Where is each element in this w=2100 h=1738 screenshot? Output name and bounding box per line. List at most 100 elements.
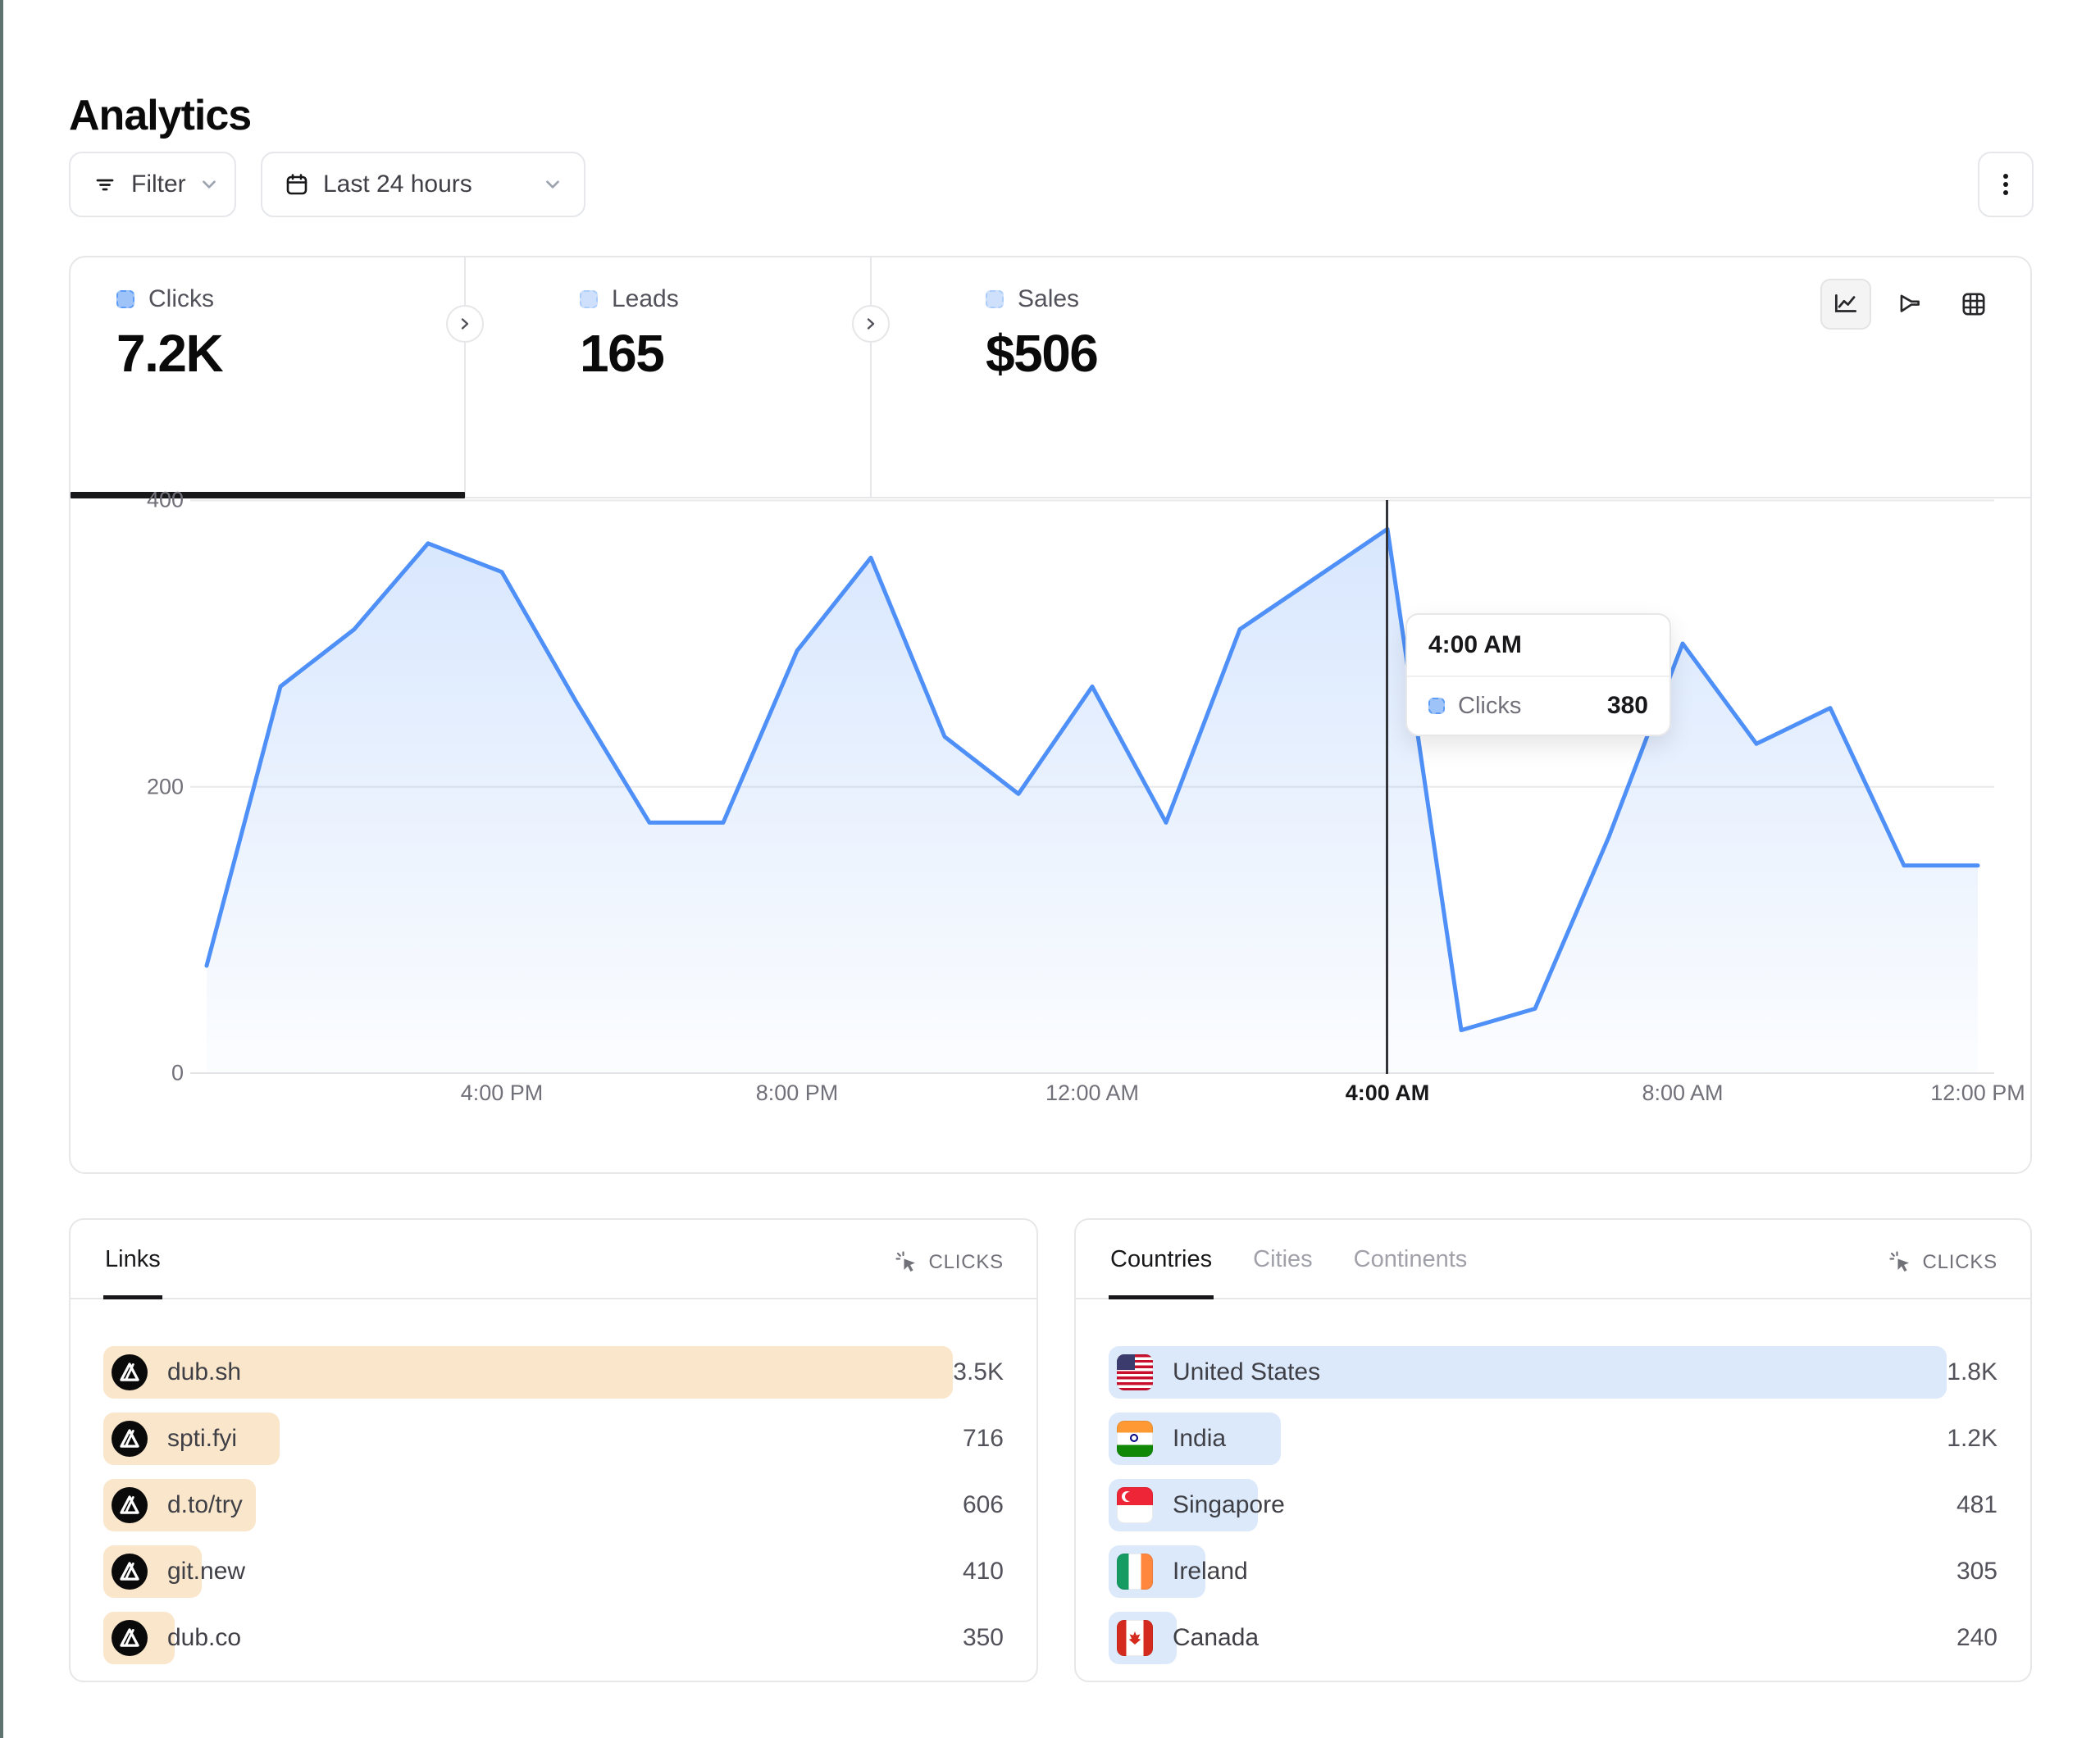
cursor-click-icon [1888, 1251, 1909, 1272]
clicks-tab-value: 7.2K [116, 324, 224, 383]
flag-ie-icon [1117, 1554, 1153, 1590]
tooltip-value: 380 [1606, 692, 1648, 719]
countries-metric-label: CLICKS [1922, 1251, 1998, 1273]
x-tick-label: 12:00 PM [1930, 1081, 2025, 1105]
list-item[interactable]: spti.fyi 716 [103, 1413, 1004, 1465]
row-value: 350 [962, 1624, 1004, 1651]
dub-logo-icon [112, 1487, 148, 1523]
dub-logo-icon [112, 1354, 148, 1390]
tab-continents[interactable]: Continents [1353, 1246, 1468, 1272]
clicks-tab-label: Clicks [148, 285, 214, 312]
date-range-button[interactable]: Last 24 hours [261, 152, 585, 217]
page-title: Analytics [69, 91, 252, 139]
clicks-marker-icon [116, 290, 134, 308]
table-grid-icon [1962, 293, 1985, 316]
row-label: git.new [167, 1558, 246, 1585]
chevron-down-icon [202, 180, 216, 189]
sales-marker-icon [986, 290, 1004, 308]
row-value: 716 [962, 1425, 1004, 1452]
clicks-series-line [204, 526, 1980, 1033]
flag-us-icon [1117, 1354, 1153, 1390]
dub-logo-icon [112, 1554, 148, 1590]
line-chart-icon [1834, 294, 1857, 312]
view-funnel-button[interactable] [1884, 279, 1935, 330]
tooltip-time: 4:00 AM [1428, 631, 1522, 658]
flag-sg-icon [1117, 1487, 1153, 1523]
list-item[interactable]: Ireland 305 [1109, 1545, 1998, 1598]
y-tick-label: 400 [146, 487, 184, 512]
row-value: 240 [1956, 1624, 1998, 1651]
dub-logo-icon [112, 1421, 148, 1457]
x-tick-label: 4:00 AM [1345, 1081, 1430, 1105]
tab-links[interactable]: Links [103, 1246, 162, 1299]
row-value: 410 [962, 1558, 1004, 1585]
row-label: Ireland [1173, 1558, 1248, 1585]
expand-sales-button[interactable] [852, 305, 890, 343]
list-item[interactable]: git.new 410 [103, 1545, 1004, 1598]
filter-button-label: Filter [131, 171, 186, 198]
more-options-button[interactable] [1978, 152, 2034, 217]
row-label: Canada [1173, 1624, 1260, 1651]
filter-icon [96, 179, 114, 191]
sales-tab-label: Sales [1018, 285, 1080, 312]
clicks-area-chart[interactable] [108, 477, 2019, 1108]
row-label: Singapore [1173, 1491, 1285, 1518]
list-item[interactable]: dub.co 350 [103, 1612, 1004, 1664]
list-item[interactable]: Canada 240 [1109, 1612, 1998, 1664]
list-item[interactable]: Singapore 481 [1109, 1479, 1998, 1531]
chart-tooltip: 4:00 AM Clicks 380 [1405, 613, 1671, 736]
cursor-click-icon [895, 1251, 915, 1272]
expand-leads-button[interactable] [446, 305, 484, 343]
x-tick-label: 12:00 AM [1045, 1081, 1140, 1105]
window-edge [0, 0, 3, 1738]
links-metric-label: CLICKS [928, 1251, 1004, 1273]
y-tick-label: 0 [171, 1060, 184, 1085]
y-tick-label: 200 [146, 774, 184, 799]
list-item[interactable]: United States 1.8K [1109, 1346, 1998, 1399]
row-label: spti.fyi [167, 1425, 238, 1452]
row-value: 3.5K [953, 1358, 1004, 1385]
row-value: 606 [962, 1491, 1004, 1518]
leads-marker-icon [580, 290, 598, 308]
flag-ca-icon [1117, 1620, 1153, 1656]
countries-metric-selector[interactable]: CLICKS [1888, 1250, 1998, 1298]
list-item[interactable]: dub.sh 3.5K [103, 1346, 1004, 1399]
chart-hover-cursor [1386, 500, 1388, 1074]
links-panel: Links CLICKS dub.sh 3.5K spti.fyi 716 d.to/t… [69, 1218, 1038, 1682]
flag-in-icon [1117, 1421, 1153, 1457]
filter-button[interactable]: Filter [69, 152, 236, 217]
analytics-card: Clicks 7.2K Leads 165 Sales $506 [69, 256, 2032, 1174]
links-metric-selector[interactable]: CLICKS [895, 1250, 1004, 1298]
value-bar [1109, 1346, 1947, 1399]
list-item[interactable]: d.to/try 606 [103, 1479, 1004, 1531]
active-tab-underline [71, 492, 465, 498]
tab-cities[interactable]: Cities [1253, 1246, 1313, 1272]
tab-leads[interactable]: Leads 165 [534, 257, 940, 497]
countries-list: United States 1.8K India 1.2K Singapore 481 Ir… [1109, 1346, 1998, 1664]
countries-panel-header: Countries Cities Continents CLICKS [1076, 1220, 2030, 1299]
row-label: India [1173, 1425, 1227, 1452]
countries-panel: Countries Cities Continents CLICKS Unite… [1074, 1218, 2032, 1682]
dub-logo-icon [112, 1620, 148, 1656]
list-item[interactable]: India 1.2K [1109, 1413, 1998, 1465]
links-panel-header: Links CLICKS [71, 1220, 1036, 1299]
tabs-border [71, 497, 2030, 498]
row-label: dub.sh [167, 1358, 242, 1385]
leads-tab-value: 165 [580, 324, 665, 383]
row-value: 481 [1956, 1491, 1998, 1518]
tooltip-series-label: Clicks [1458, 692, 1522, 719]
tab-sales[interactable]: Sales $506 [940, 257, 1346, 497]
tab-countries[interactable]: Countries [1109, 1246, 1214, 1299]
tab-clicks[interactable]: Clicks 7.2K [71, 257, 465, 497]
view-table-button[interactable] [1948, 279, 1999, 330]
row-value: 305 [1956, 1558, 1998, 1585]
x-tick-label: 8:00 AM [1642, 1081, 1724, 1105]
x-tick-label: 8:00 PM [755, 1081, 839, 1105]
row-label: dub.co [167, 1624, 242, 1651]
value-bar [103, 1346, 953, 1399]
calendar-icon [286, 174, 307, 195]
view-line-chart-button[interactable] [1820, 279, 1871, 330]
chevron-down-icon [546, 180, 559, 189]
funnel-icon [1900, 294, 1920, 312]
tab-divider [464, 257, 466, 497]
